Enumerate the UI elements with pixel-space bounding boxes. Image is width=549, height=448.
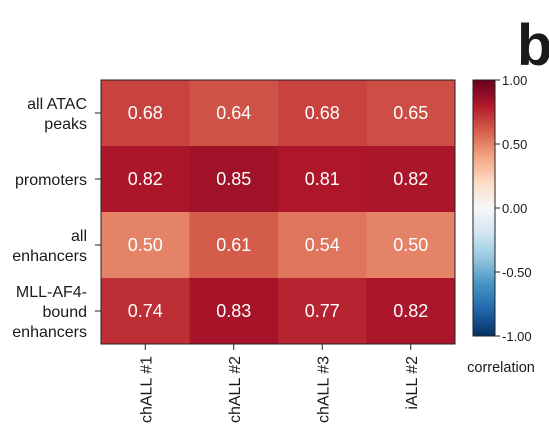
- heatmap-cell: [366, 80, 455, 146]
- cell-value-label: 0.68: [305, 103, 340, 123]
- cell-value-label: 0.83: [216, 301, 251, 321]
- cell-value-label: 0.74: [128, 301, 163, 321]
- panel-label: b: [517, 13, 549, 78]
- row-label: all ATAC: [27, 96, 87, 113]
- colorbar-tick-label: 0.00: [502, 201, 527, 216]
- cell-value-label: 0.61: [216, 235, 251, 255]
- heatmap-cell: [278, 146, 367, 212]
- heatmap-cell: [366, 146, 455, 212]
- cell-value-label: 0.50: [393, 235, 428, 255]
- heatmap-cells: 0.68 0.64 0.68 0.65 0.82 0.85 0.81 0.82 0.50 0.61…: [100, 79, 456, 345]
- cell-value-label: 0.82: [393, 169, 428, 189]
- colorbar-label: correlation: [467, 360, 535, 376]
- colorbar-tick-label: -1.00: [502, 329, 532, 344]
- heatmap-cell: [366, 278, 455, 344]
- heatmap-cell: [101, 146, 190, 212]
- row-label: peaks: [44, 116, 87, 133]
- column-label: iALL #2: [404, 356, 421, 410]
- heatmap-cell: [278, 278, 367, 344]
- column-label: chALL #1: [138, 356, 155, 423]
- cell-value-label: 0.82: [393, 301, 428, 321]
- cell-value-label: 0.68: [128, 103, 163, 123]
- colorbar-tick-label: 1.00: [502, 73, 527, 88]
- colorbar-tick-label: 0.50: [502, 137, 527, 152]
- colorbar: correlation 1.00 0.50 0.00 -0.50 -1.00: [467, 73, 535, 376]
- heatmap-cell: [101, 212, 190, 278]
- cell-value-label: 0.81: [305, 169, 340, 189]
- row-label: all: [71, 228, 87, 245]
- heatmap-cell: [278, 80, 367, 146]
- heatmap-cell: [189, 212, 278, 278]
- row-label: bound: [43, 304, 88, 321]
- column-labels: chALL #1 chALL #2 chALL #3 iALL #2: [138, 344, 421, 423]
- column-label: chALL #3: [315, 356, 332, 423]
- row-label: enhancers: [12, 248, 87, 265]
- cell-value-label: 0.64: [216, 103, 251, 123]
- heatmap-cell: [189, 278, 278, 344]
- cell-value-label: 0.54: [305, 235, 340, 255]
- row-label: enhancers: [12, 324, 87, 341]
- heatmap-cell: [101, 80, 190, 146]
- column-label: chALL #2: [227, 356, 244, 423]
- cell-value-label: 0.65: [393, 103, 428, 123]
- heatmap-cell: [101, 278, 190, 344]
- cell-value-label: 0.82: [128, 169, 163, 189]
- cell-value-label: 0.77: [305, 301, 340, 321]
- heatmap-cell: [278, 212, 367, 278]
- colorbar-tick-label: -0.50: [502, 265, 532, 280]
- heatmap-cell: [189, 80, 278, 146]
- row-label: MLL-AF4-: [16, 284, 87, 301]
- cell-value-label: 0.85: [216, 169, 251, 189]
- row-label: promoters: [15, 172, 87, 189]
- row-labels: all ATAC peaks promoters all enhancers MLL-AF…: [12, 96, 101, 341]
- heatmap-cell: [366, 212, 455, 278]
- heatmap-cell: [189, 146, 278, 212]
- colorbar-gradient: [473, 80, 495, 336]
- cell-value-label: 0.50: [128, 235, 163, 255]
- heatmap-frame: [100, 79, 456, 345]
